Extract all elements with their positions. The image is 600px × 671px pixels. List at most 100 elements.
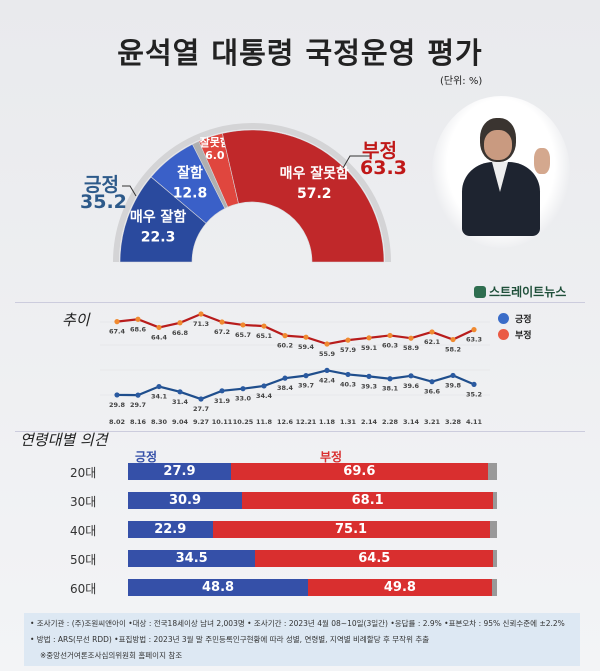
- president-photo: [432, 96, 570, 248]
- divider: [15, 302, 585, 303]
- age-neg-header: 부정: [320, 450, 343, 464]
- age-pos-header: 긍정: [135, 450, 158, 464]
- data-point: [471, 327, 477, 333]
- legend-label: 긍정: [515, 315, 532, 325]
- legend-positive: 긍정: [498, 312, 532, 325]
- series-line: [116, 369, 475, 401]
- negative-label: 부정: [362, 140, 397, 162]
- data-label: 39.8: [445, 381, 462, 389]
- slice-label: 잘못함: [200, 135, 230, 149]
- x-tick-label: 11.8: [256, 418, 273, 426]
- data-label: 31.9: [214, 397, 231, 405]
- footnote-line: ※중앙선거여론조사심의위원회 홈페이지 참조: [40, 651, 183, 660]
- data-label: 64.4: [151, 333, 168, 341]
- divider: [15, 431, 585, 432]
- age-bar: 22.9 75.1: [128, 521, 497, 538]
- page-title: 윤석열 대통령 국정운영 평가: [117, 36, 483, 70]
- data-label: 34.1: [151, 393, 168, 401]
- data-label: 66.8: [172, 329, 189, 337]
- unit-label: (단위: %): [440, 76, 483, 87]
- data-label: 39.7: [298, 382, 314, 390]
- age-title: 연령대별 의견: [20, 431, 108, 449]
- age-label: 40대: [70, 524, 97, 538]
- slice-value: 57.2: [297, 186, 332, 202]
- x-tick-label: 8.02: [109, 418, 125, 426]
- x-tick-label: 3.21: [424, 418, 441, 426]
- x-tick-label: 12.21: [296, 418, 317, 426]
- age-bar: 34.5 64.5: [128, 550, 497, 567]
- data-label: 31.4: [172, 398, 189, 406]
- data-label: 65.7: [235, 331, 251, 339]
- data-point: [261, 323, 267, 329]
- footnote-line: • 조사기관 : (주)조원씨앤아이 •대상 : 전국18세이상 남녀 2,00…: [30, 619, 565, 628]
- data-point: [387, 376, 393, 382]
- slice-label: 잘함: [177, 165, 203, 182]
- data-label: 60.2: [277, 342, 293, 350]
- data-point: [282, 375, 288, 381]
- data-point: [198, 311, 204, 317]
- data-label: 65.1: [256, 332, 273, 340]
- logo-icon: [474, 286, 486, 298]
- data-point: [408, 335, 414, 341]
- trend-line-chart: 29.8 29.7 34.1 31.4 27.7 31.9 33.0 34.4 38.4 39.7…: [100, 311, 490, 426]
- bar-segment-neg: 64.5: [255, 550, 494, 567]
- age-bar: 27.9 69.6: [128, 463, 497, 480]
- data-point: [282, 333, 288, 339]
- bar-segment-neg: 49.8: [308, 579, 492, 596]
- slice-label: 매우 잘못함: [280, 165, 349, 182]
- legend-label: 부정: [515, 331, 532, 341]
- x-tick-label: 10.11: [212, 418, 233, 426]
- data-label: 42.4: [319, 376, 336, 384]
- data-label: 67.2: [214, 328, 230, 336]
- legend-dot-icon: [498, 313, 509, 324]
- negative-value: 63.3: [360, 157, 407, 179]
- data-label: 58.9: [403, 344, 420, 352]
- data-label: 36.6: [424, 388, 441, 396]
- logo-text: 스트레이트뉴스: [489, 285, 567, 299]
- donut-slice: [222, 129, 385, 263]
- age-bar: 30.9 68.1: [128, 492, 497, 509]
- data-label: 35.2: [466, 390, 482, 398]
- bar-segment-pos: 34.5: [128, 550, 256, 567]
- leader-line: [122, 185, 137, 197]
- data-label: 55.9: [319, 350, 336, 358]
- data-point: [240, 386, 246, 392]
- data-point: [429, 329, 435, 335]
- bar-segment-neg: 69.6: [230, 463, 488, 480]
- data-point: [240, 322, 246, 328]
- bar-segment-pos: 30.9: [128, 492, 243, 509]
- data-label: 33.0: [235, 395, 252, 403]
- data-label: 68.6: [130, 325, 147, 333]
- data-point: [114, 392, 120, 398]
- age-label: 20대: [70, 466, 97, 480]
- data-point: [156, 383, 162, 390]
- bar-segment-pos: 27.9: [128, 463, 231, 480]
- x-tick-label: 8.30: [151, 418, 168, 426]
- data-label: 67.4: [109, 328, 126, 336]
- data-label: 71.3: [193, 320, 209, 328]
- x-tick-label: 1.31: [340, 418, 357, 426]
- bar-segment-neg: 75.1: [212, 521, 490, 538]
- positive-value: 35.2: [80, 191, 127, 213]
- slice-label: 매우 잘함: [130, 209, 187, 226]
- slice-value: 12.8: [173, 186, 208, 202]
- positive-label: 긍정: [84, 174, 119, 196]
- data-label: 38.4: [277, 384, 294, 392]
- age-label: 50대: [70, 553, 97, 567]
- data-point: [366, 335, 372, 341]
- data-label: 34.4: [256, 392, 273, 400]
- survey-footnote: • 조사기관 : (주)조원씨앤아이 •대상 : 전국18세이상 남녀 2,00…: [24, 613, 580, 666]
- data-point: [450, 372, 456, 379]
- x-tick-label: 9.27: [193, 418, 209, 426]
- data-label: 59.4: [298, 343, 315, 351]
- x-tick-label: 2.14: [361, 418, 378, 426]
- data-point: [177, 389, 183, 395]
- age-bar: 48.8 49.8: [128, 579, 497, 596]
- data-label: 60.3: [382, 341, 398, 349]
- x-tick-label: 3.14: [403, 418, 420, 426]
- data-label: 40.3: [340, 380, 356, 388]
- slice-value: 6.0: [205, 149, 225, 162]
- data-point: [471, 381, 477, 387]
- data-point: [324, 341, 330, 347]
